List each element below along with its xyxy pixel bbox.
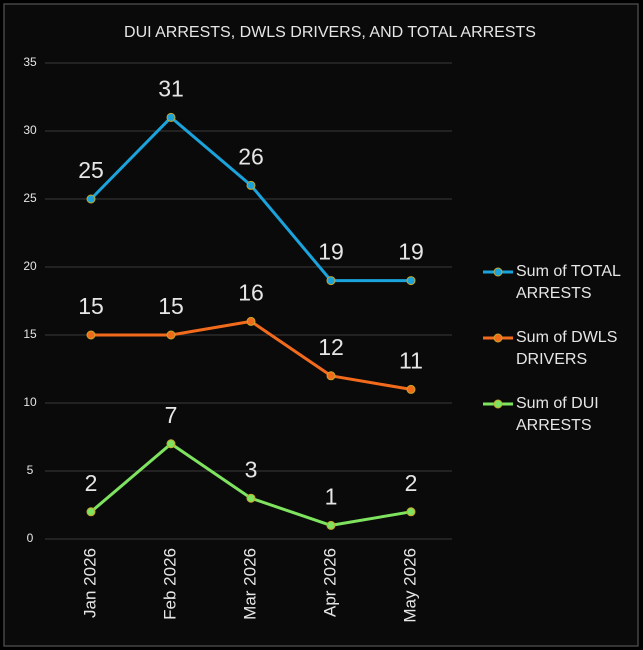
data-label: 15 <box>78 293 104 319</box>
y-tick-label: 5 <box>27 463 34 477</box>
data-label: 3 <box>245 456 258 482</box>
data-label: 7 <box>165 402 178 428</box>
x-tick-label: Mar 2026 <box>240 548 259 620</box>
data-point <box>86 194 96 204</box>
data-point <box>246 180 256 190</box>
y-tick-label: 30 <box>23 123 37 137</box>
data-label: 25 <box>78 157 104 183</box>
y-tick-label: 10 <box>23 395 37 409</box>
data-point <box>86 330 96 340</box>
data-point <box>86 507 96 517</box>
data-label: 2 <box>85 470 98 496</box>
y-tick-label: 15 <box>23 327 37 341</box>
legend-swatch <box>483 333 513 343</box>
data-point <box>326 520 336 530</box>
legend-item: Sum of DUI ARRESTS <box>482 393 632 437</box>
data-point <box>326 371 336 381</box>
data-label: 11 <box>399 347 423 373</box>
data-point <box>246 493 256 503</box>
y-tick-label: 25 <box>23 191 37 205</box>
legend-label: Sum of TOTAL ARRESTS <box>516 263 621 302</box>
data-label: 15 <box>158 293 184 319</box>
x-tick-label: Feb 2026 <box>160 548 179 620</box>
x-tick-label: Apr 2026 <box>320 548 339 617</box>
data-point <box>166 330 176 340</box>
data-point <box>246 316 256 326</box>
data-label: 12 <box>318 334 344 360</box>
x-tick-label: May 2026 <box>400 548 419 623</box>
data-label: 31 <box>158 75 184 101</box>
y-tick-label: 20 <box>23 259 37 273</box>
legend-marker <box>493 267 503 277</box>
legend-marker <box>493 333 503 343</box>
data-label: 19 <box>318 239 344 265</box>
data-label: 19 <box>398 239 424 265</box>
data-point <box>406 507 416 517</box>
legend-swatch <box>483 399 513 409</box>
data-label: 2 <box>405 470 418 496</box>
data-point <box>166 112 176 122</box>
legend-item: Sum of DWLS DRIVERS <box>482 327 632 371</box>
data-label: 26 <box>238 143 264 169</box>
data-point <box>166 439 176 449</box>
legend-swatch <box>483 267 513 277</box>
data-point <box>406 384 416 394</box>
y-tick-label: 0 <box>27 531 34 545</box>
chart-title: DUI ARRESTS, DWLS DRIVERS, AND TOTAL ARR… <box>124 24 536 41</box>
data-label: 1 <box>325 483 338 509</box>
data-label: 16 <box>238 279 264 305</box>
legend-label: Sum of DWLS DRIVERS <box>516 329 618 368</box>
legend-marker <box>493 399 503 409</box>
data-point <box>406 276 416 286</box>
x-tick-label: Jan 2026 <box>80 548 99 618</box>
y-tick-label: 35 <box>23 55 37 69</box>
legend-label: Sum of DUI ARRESTS <box>516 395 599 434</box>
data-point <box>326 276 336 286</box>
legend-item: Sum of TOTAL ARRESTS <box>482 261 632 305</box>
